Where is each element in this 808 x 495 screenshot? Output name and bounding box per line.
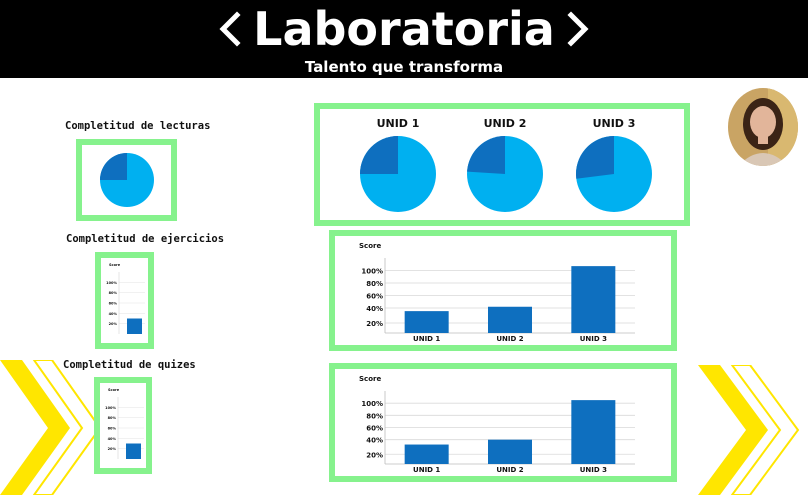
bar xyxy=(126,443,141,459)
y-tick-label: 20% xyxy=(366,451,383,459)
section-label-lecturas: Completitud de lecturas xyxy=(65,120,211,132)
y-tick-label: 80% xyxy=(108,416,117,420)
ejercicios-bar-frame: Score 100% 80% 60% 40% 20% UNID 1 UNID 2 UNID 3 xyxy=(329,230,677,351)
y-tick-label: 60% xyxy=(366,293,383,301)
x-tick-label: UNID 2 xyxy=(496,335,523,343)
x-tick-label: UNID 3 xyxy=(580,466,607,474)
unit-label: UNID 2 xyxy=(484,117,527,130)
chart-title: Score xyxy=(359,242,381,250)
units-pie-charts: UNID 1 UNID 2 UNID 3 xyxy=(360,117,652,212)
lecturas-pie-chart xyxy=(100,153,154,207)
y-tick-label: 40% xyxy=(108,437,117,441)
x-tick-label: UNID 2 xyxy=(496,466,523,474)
unit-pie-slice-dark xyxy=(576,136,614,179)
unit-pie-slice-dark xyxy=(360,136,398,174)
bar xyxy=(404,444,449,464)
bar xyxy=(488,306,532,333)
quizes-bar-chart: Score 100% 80% 60% 40% 20% UNID 1 UNID 2 UNID 3 xyxy=(359,375,635,474)
units-pies-frame: UNID 1 UNID 2 UNID 3 xyxy=(314,103,690,226)
quizes-bar-frame: Score 100% 80% 60% 40% 20% UNID 1 UNID 2 UNID 3 xyxy=(329,363,677,482)
right-chevron-decoration xyxy=(698,365,800,495)
bar xyxy=(571,266,616,333)
bar xyxy=(571,400,616,464)
lecturas-pie-frame xyxy=(76,139,177,221)
y-tick-label: 40% xyxy=(109,312,118,316)
quizes-small-frame: Score 100% 80% 60% 40% 20% xyxy=(94,377,152,474)
chevron-right-icon xyxy=(567,11,589,47)
unit-label: UNID 3 xyxy=(593,117,636,130)
person-photo-icon xyxy=(728,88,798,166)
ejercicios-small-frame: Score 100% 80% 60% 40% 20% xyxy=(95,252,154,349)
header-banner: Laboratoria Talento que transforma xyxy=(0,0,808,78)
y-tick-label: 80% xyxy=(109,291,118,295)
x-tick-label: UNID 1 xyxy=(413,466,440,474)
section-label-ejercicios: Completitud de ejercicios xyxy=(66,233,225,245)
bar xyxy=(404,311,449,333)
unit-label: UNID 1 xyxy=(377,117,420,130)
chart-title: Score xyxy=(109,263,121,267)
x-tick-label: UNID 1 xyxy=(413,335,440,343)
section-label-quizes: Completitud de quizes xyxy=(63,359,196,371)
y-tick-label: 100% xyxy=(361,268,383,276)
chart-title: Score xyxy=(108,388,120,392)
y-tick-label: 20% xyxy=(108,447,117,451)
quizes-small-bar-chart: Score 100% 80% 60% 40% 20% xyxy=(105,388,144,459)
ejercicios-bar-chart: Score 100% 80% 60% 40% 20% UNID 1 UNID 2 UNID 3 xyxy=(359,242,635,343)
y-tick-label: 60% xyxy=(109,302,118,306)
y-tick-label: 100% xyxy=(106,281,117,285)
bar xyxy=(127,318,142,334)
avatar xyxy=(728,88,798,166)
chart-title: Score xyxy=(359,375,381,383)
unit-pie-slice-dark xyxy=(467,136,505,174)
y-tick-label: 60% xyxy=(366,425,383,433)
y-tick-label: 60% xyxy=(108,427,117,431)
y-tick-label: 100% xyxy=(361,400,383,408)
left-chevron-decoration xyxy=(0,360,102,495)
y-tick-label: 40% xyxy=(366,305,383,313)
x-tick-label: UNID 3 xyxy=(580,335,607,343)
y-tick-label: 80% xyxy=(366,412,383,420)
logo-text: Laboratoria xyxy=(253,2,555,56)
chevron-left-icon xyxy=(219,11,241,47)
ejercicios-small-bar-chart: Score 100% 80% 60% 40% 20% xyxy=(106,263,145,334)
y-tick-label: 100% xyxy=(105,406,116,410)
tagline: Talento que transforma xyxy=(304,58,504,76)
y-tick-label: 20% xyxy=(366,320,383,328)
y-tick-label: 40% xyxy=(366,437,383,445)
y-tick-label: 20% xyxy=(109,322,118,326)
y-tick-label: 80% xyxy=(366,280,383,288)
bar xyxy=(488,439,532,464)
pie-slice-dark xyxy=(100,153,127,180)
logo: Laboratoria xyxy=(0,0,808,58)
